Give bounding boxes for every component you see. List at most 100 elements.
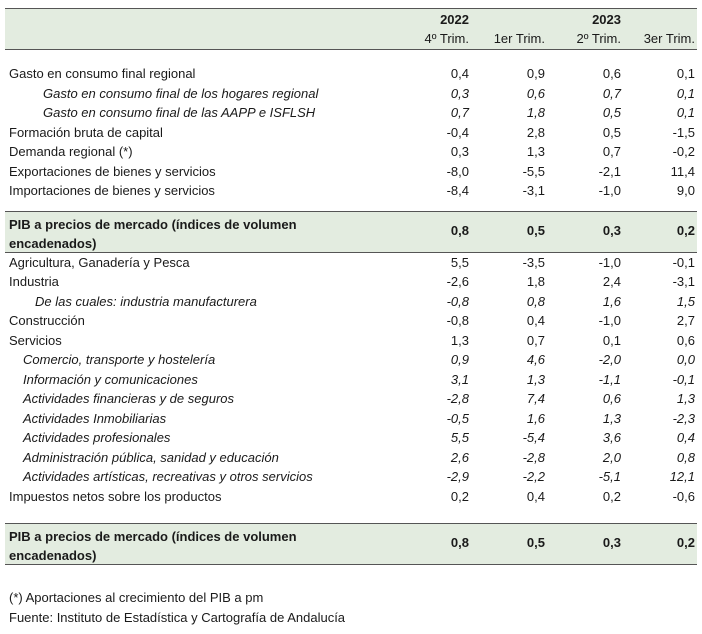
cell-value: 12,1	[669, 469, 695, 484]
cell-value: -2,6	[446, 274, 469, 289]
cell-value: -3,5	[522, 254, 545, 270]
cell-value: 2,8	[526, 124, 545, 140]
cell-value: 0,7	[450, 105, 469, 120]
total-value: 0,2	[676, 535, 695, 550]
year-2023-header: 2023	[592, 12, 621, 27]
table-row: Gasto en consumo final regional 0,4 0,9 …	[5, 64, 697, 84]
row-label: Actividades Inmobiliarias	[23, 410, 167, 426]
cell-value: -0,8	[446, 313, 469, 328]
cell-value: 0,1	[602, 332, 621, 348]
table-notes: (*) Aportaciones al crecimiento del PIB …	[9, 588, 345, 628]
cell-value: 1,3	[526, 371, 545, 387]
table-row: Demanda regional (*) 0,3 1,3 0,7 -0,2	[5, 142, 697, 162]
total-value: 0,3	[602, 535, 621, 550]
row-label: Formación bruta de capital	[9, 124, 163, 140]
cell-value: 0,3	[450, 85, 469, 101]
cell-value: 2,6	[450, 449, 469, 465]
cell-value: -0,6	[672, 488, 695, 504]
row-label: De las cuales: industria manufacturera	[35, 293, 257, 309]
table-row: Gasto en consumo final de los hogares re…	[5, 84, 697, 104]
table-row: Comercio, transporte y hostelería 0,9 4,…	[5, 350, 697, 370]
source-note: Fuente: Instituto de Estadística y Carto…	[9, 610, 346, 625]
cell-value: 0,4	[676, 430, 695, 445]
cell-value: 1,6	[602, 293, 621, 309]
cell-value: 0,2	[450, 488, 469, 504]
table-row: Servicios 1,3 0,7 0,1 0,6	[5, 331, 697, 351]
quarter-header: 4º Trim.	[424, 31, 469, 46]
cell-value: 4,6	[526, 352, 545, 367]
row-label: Importaciones de bienes y servicios	[9, 183, 215, 198]
spacer	[5, 50, 697, 64]
cell-value: -0,4	[446, 124, 469, 140]
cell-value: -1,0	[598, 254, 621, 270]
total-row: PIB a precios de mercado (índices de vol…	[5, 210, 697, 253]
row-label: Gasto en consumo final de las AAPP e ISF…	[43, 105, 316, 120]
cell-value: 1,3	[450, 332, 469, 348]
cell-value: -5,5	[522, 163, 545, 179]
row-label: Información y comunicaciones	[23, 371, 198, 387]
cell-value: -2,8	[522, 449, 545, 465]
cell-value: 0,7	[602, 144, 621, 159]
table-row: Industria -2,6 1,8 2,4 -3,1	[5, 272, 697, 292]
cell-value: 11,4	[670, 163, 695, 179]
row-label: Construcción	[9, 313, 85, 328]
cell-value: 9,0	[676, 183, 695, 198]
cell-value: -0,5	[446, 410, 469, 426]
table-row: Actividades financieras y de seguros -2,…	[5, 389, 697, 409]
cell-value: -1,0	[598, 183, 621, 198]
cell-value: 0,4	[450, 66, 469, 81]
table-row: Construcción -0,8 0,4 -1,0 2,7	[5, 311, 697, 331]
spacer	[5, 201, 697, 211]
total-label: PIB a precios de mercado (índices de vol…	[9, 529, 297, 563]
cell-value: 2,4	[602, 274, 621, 289]
table-row: Información y comunicaciones 3,1 1,3 -1,…	[5, 370, 697, 390]
table-row: Gasto en consumo final de las AAPP e ISF…	[5, 103, 697, 123]
cell-value: -1,5	[672, 124, 695, 140]
total-value: 0,8	[450, 535, 469, 550]
cell-value: 1,3	[526, 144, 545, 159]
cell-value: -3,1	[672, 274, 695, 289]
table-header: 2022 2023 4º Trim. 1er Trim. 2º Trim. 3e…	[5, 8, 697, 50]
cell-value: 0,5	[602, 105, 621, 120]
table-row: Formación bruta de capital -0,4 2,8 0,5 …	[5, 123, 697, 143]
row-label: Actividades financieras y de seguros	[23, 391, 235, 406]
cell-value: 5,5	[450, 430, 469, 445]
row-label: Actividades profesionales	[23, 430, 171, 445]
row-label: Actividades artísticas, recreativas y ot…	[23, 469, 313, 484]
cell-value: 1,6	[526, 410, 545, 426]
total-value: 0,5	[526, 535, 545, 550]
cell-value: 2,7	[676, 313, 695, 328]
row-label: Gasto en consumo final de los hogares re…	[43, 85, 319, 101]
cell-value: 3,1	[450, 371, 469, 387]
row-label: Gasto en consumo final regional	[9, 66, 196, 81]
quarter-header: 3er Trim.	[643, 31, 695, 46]
total-value: 0,5	[526, 222, 545, 238]
cell-value: 0,6	[676, 332, 695, 348]
cell-value: 5,5	[450, 254, 469, 270]
cell-value: -1,1	[598, 371, 621, 387]
cell-value: 0,7	[602, 85, 621, 101]
cell-value: 7,4	[526, 391, 545, 406]
cell-value: 0,3	[450, 144, 469, 159]
cell-value: -8,0	[446, 163, 469, 179]
cell-value: 2,0	[602, 449, 621, 465]
cell-value: 0,1	[676, 66, 695, 81]
cell-value: -2,8	[446, 391, 469, 406]
cell-value: 0,6	[526, 85, 545, 101]
cell-value: -2,9	[446, 469, 469, 484]
cell-value: 1,3	[676, 391, 695, 406]
row-label: Industria	[9, 274, 59, 289]
cell-value: 1,5	[676, 293, 695, 309]
total-row: PIB a precios de mercado (índices de vol…	[5, 523, 697, 565]
cell-value: 0,0	[676, 352, 695, 367]
cell-value: 0,2	[602, 488, 621, 504]
row-label: Servicios	[9, 332, 62, 348]
row-label: Exportaciones de bienes y servicios	[9, 163, 216, 179]
footnote: (*) Aportaciones al crecimiento del PIB …	[9, 590, 264, 605]
row-label: Demanda regional (*)	[9, 144, 133, 159]
cell-value: 0,8	[526, 293, 545, 309]
table-row: Actividades artísticas, recreativas y ot…	[5, 467, 697, 487]
cell-value: 1,8	[526, 274, 545, 289]
cell-value: 0,4	[526, 488, 545, 504]
cell-value: -2,3	[672, 410, 695, 426]
